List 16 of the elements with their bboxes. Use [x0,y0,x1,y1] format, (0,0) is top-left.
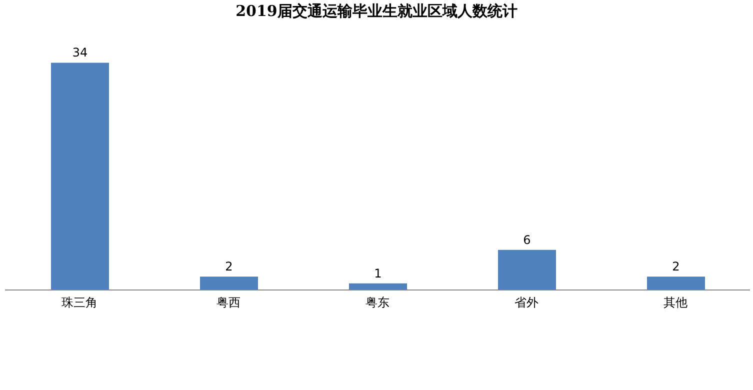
bar [647,276,705,290]
x-tick-label: 粤东 [366,296,390,310]
bar [51,62,109,290]
chart-title: 2019届交通运输毕业生就业区域人数统计 [234,2,518,21]
data-label: 34 [72,46,88,60]
x-tick-label: 珠三角 [62,296,98,310]
data-label: 1 [374,266,382,280]
x-tick-label: 其他 [664,296,688,310]
data-label: 2 [225,260,233,274]
data-label: 2 [672,260,680,274]
data-label: 6 [523,232,531,247]
bar [200,276,258,290]
x-tick-label: 粤西 [216,296,240,310]
x-tick-label: 省外 [514,296,538,310]
bar [349,283,407,290]
bar [498,250,556,290]
